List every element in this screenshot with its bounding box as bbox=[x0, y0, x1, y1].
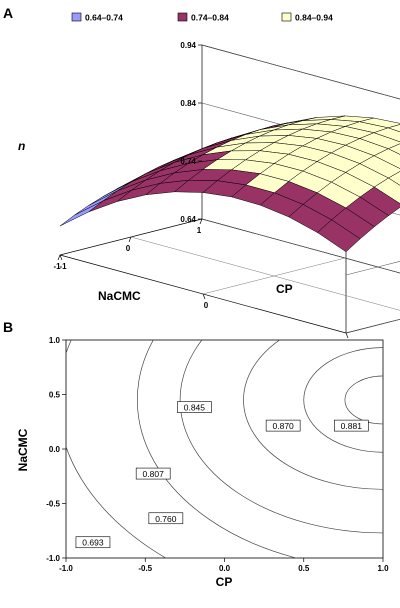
contour-line bbox=[344, 375, 383, 425]
x-tick-label: -1.0 bbox=[59, 564, 73, 573]
panel-letter-a: A bbox=[3, 5, 13, 21]
y-tick-label: -1.0 bbox=[46, 554, 60, 563]
z-tick-label: 0.84 bbox=[180, 99, 196, 108]
x-tick bbox=[202, 293, 206, 300]
contour-label-box bbox=[135, 467, 171, 480]
box-edge bbox=[345, 318, 400, 334]
x-tick-label: 1.0 bbox=[377, 564, 389, 573]
x-tick-label: -1 bbox=[59, 262, 67, 271]
contour-line bbox=[303, 347, 383, 453]
x-tick-label: 0 bbox=[204, 301, 209, 310]
z-axis-title-a: n bbox=[18, 139, 25, 153]
z-tick-label: 0.74 bbox=[180, 157, 196, 166]
plot-frame bbox=[65, 339, 384, 559]
contour-lines bbox=[66, 340, 383, 558]
box-edge bbox=[201, 218, 400, 274]
legend-swatch bbox=[281, 12, 292, 22]
contour-label: 0.881 bbox=[341, 421, 363, 431]
y-tick bbox=[57, 254, 61, 261]
contour-label: 0.693 bbox=[82, 538, 104, 548]
floor-gridline bbox=[130, 236, 400, 311]
y-tick bbox=[128, 236, 132, 243]
x-tick bbox=[59, 254, 63, 261]
x-tick-label: 0.5 bbox=[298, 564, 310, 573]
z-tick-label: 0.64 bbox=[180, 215, 196, 224]
x-tick-label: -0.5 bbox=[138, 564, 152, 573]
surface-patch bbox=[59, 200, 103, 227]
z-gridline bbox=[201, 44, 400, 100]
legend-label: 0.84–0.94 bbox=[295, 13, 333, 23]
y-tick-label: -0.5 bbox=[46, 500, 60, 509]
legend-a: 0.64–0.74 0.74–0.84 0.84–0.94 bbox=[71, 12, 333, 23]
x-axis-title-a: CP bbox=[276, 282, 293, 296]
z-gridline bbox=[345, 319, 400, 334]
z-gridline bbox=[201, 218, 400, 274]
y-tick-label: 1 bbox=[197, 226, 202, 235]
legend-swatch bbox=[177, 12, 188, 22]
x-axis-title-b: CP bbox=[216, 575, 233, 589]
contour-label-box bbox=[75, 536, 111, 549]
surface-mesh bbox=[59, 115, 400, 253]
contour-label: 0.760 bbox=[155, 514, 177, 524]
contour-label-box bbox=[333, 419, 369, 432]
contour-label: 0.870 bbox=[273, 421, 295, 431]
x-tick-label: 0.0 bbox=[219, 564, 231, 573]
z-tick-label: 0.94 bbox=[180, 41, 196, 50]
y-tick-label: 0.0 bbox=[49, 445, 61, 454]
y-tick-label: -1 bbox=[53, 262, 61, 271]
contour-line bbox=[243, 340, 383, 490]
z-gridline bbox=[345, 261, 400, 276]
contour-label: 0.807 bbox=[143, 469, 165, 479]
legend-label: 0.74–0.84 bbox=[191, 13, 229, 23]
y-tick bbox=[199, 218, 203, 225]
surface-ticks: 0.640.740.840.94-101-101 bbox=[53, 41, 351, 349]
legend-label: 0.64–0.74 bbox=[85, 13, 123, 23]
contour-label: 0.845 bbox=[184, 403, 206, 413]
contour-label-box bbox=[148, 512, 184, 525]
y-axis-title-a: NaCMC bbox=[98, 289, 141, 303]
contour-plot: -1.0 -0.5 0.0 0.5 1.0 -1.0 -0.5 0.0 0.5 1.0 0.693 0… bbox=[46, 336, 389, 573]
contour-line bbox=[179, 340, 383, 534]
y-tick-label: 0.5 bbox=[49, 391, 61, 400]
panel-letter-b: B bbox=[3, 319, 13, 335]
y-tick-label: 1.0 bbox=[49, 336, 61, 345]
x-tick bbox=[345, 332, 349, 339]
contour-line bbox=[137, 340, 298, 558]
legend-swatch bbox=[71, 12, 82, 22]
contour-label-box bbox=[177, 401, 212, 413]
y-axis-title-b: NaCMC bbox=[16, 428, 30, 471]
contour-label-box bbox=[265, 419, 301, 432]
y-tick-label: 0 bbox=[126, 244, 131, 253]
